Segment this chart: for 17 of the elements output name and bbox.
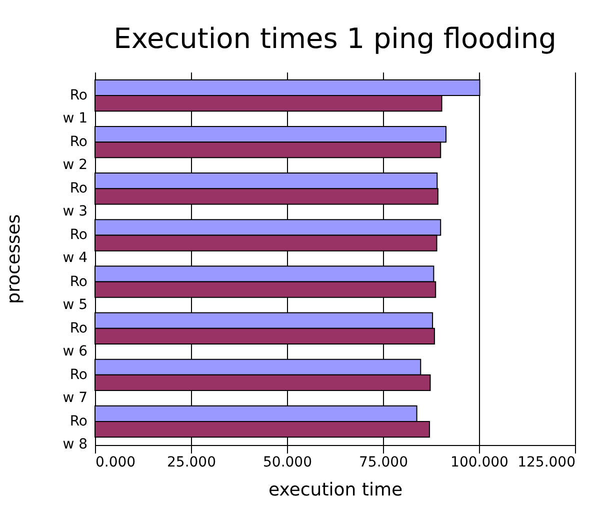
y-tick-label: Row 4 bbox=[62, 227, 88, 266]
x-tick-label: 0.000 bbox=[96, 454, 136, 470]
y-tick-label: Row 5 bbox=[62, 274, 88, 313]
y-tick-label: Row 7 bbox=[62, 366, 88, 406]
x-axis-title: execution time bbox=[268, 480, 403, 500]
y-tick-label: Row 3 bbox=[62, 180, 88, 220]
x-tick-label: 100.000 bbox=[450, 454, 508, 470]
x-tick-label: 50.000 bbox=[263, 454, 312, 470]
chart-title: Execution times 1 ping flooding bbox=[114, 22, 556, 55]
x-tick-label: 25.000 bbox=[167, 454, 216, 470]
y-tick-label: Row 2 bbox=[62, 134, 88, 174]
x-tick-label: 125.000 bbox=[518, 454, 576, 470]
y-tick-label: Row 1 bbox=[62, 88, 88, 127]
y-axis-title: processes bbox=[4, 214, 24, 304]
y-tick-label: Row 6 bbox=[62, 320, 88, 360]
y-tick-label: Row 8 bbox=[62, 413, 88, 452]
x-tick-label: 75.000 bbox=[359, 454, 408, 470]
